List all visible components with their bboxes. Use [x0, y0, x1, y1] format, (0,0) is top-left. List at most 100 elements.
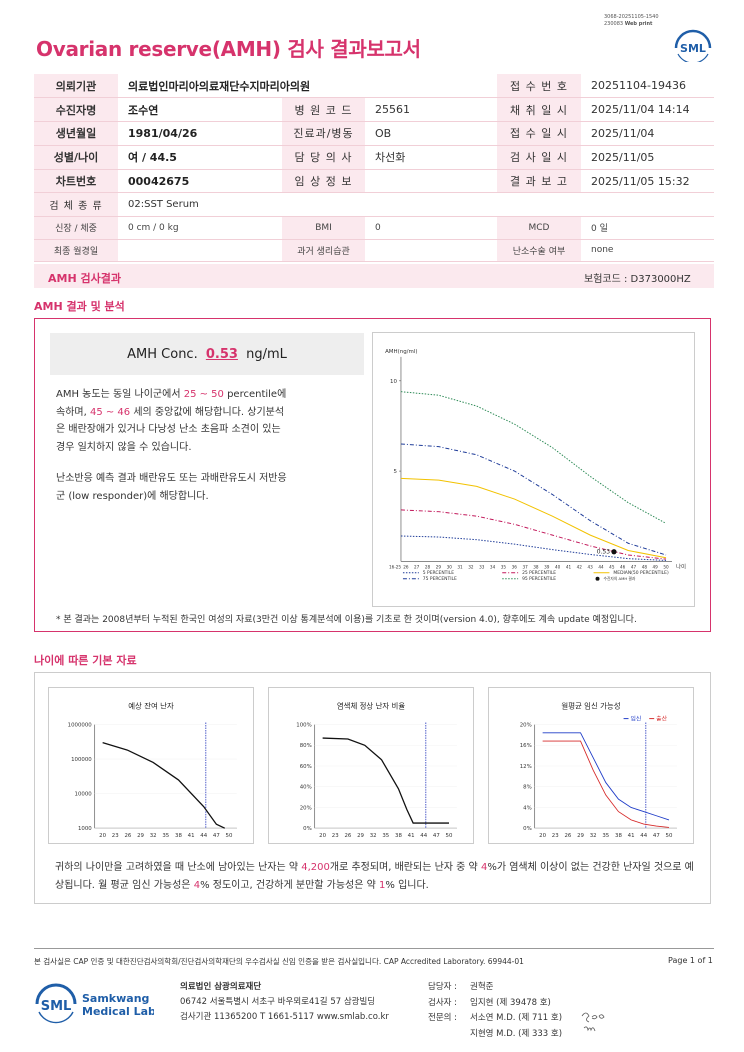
- mc3-ytick-label: 20%: [520, 723, 532, 729]
- chart1-xtick-label: 43: [587, 564, 593, 569]
- mc2-ytick-label: 60%: [300, 764, 312, 770]
- mc2-xtick-label: 38: [395, 833, 402, 839]
- mc3-ytick-label: 4%: [523, 805, 532, 811]
- chart1-xtick-label: 32: [468, 564, 474, 569]
- chart1-series-line: [400, 443, 667, 556]
- chart1-xtick-label: 16-25: [389, 564, 401, 569]
- mc1-ytick-label: 1000: [78, 826, 92, 832]
- chart1-xtick-label: 28: [425, 564, 431, 569]
- patient-extra-value: 0 cm / 0 kg: [118, 217, 282, 240]
- patient-extra-row: 최종 월경일 과거 생리습관 난소수술 여부 none: [34, 239, 714, 262]
- patient-row: 생년월일 1981/04/26 진료과/병동 OB 접 수 일 시 2025/11/04: [34, 121, 714, 146]
- chart1-xtick-label: 33: [479, 564, 485, 569]
- patient-value: 차선화: [365, 145, 497, 170]
- patient-label: 담 당 의 사: [282, 145, 365, 170]
- chart1-series-line: [400, 391, 667, 524]
- mc3-title: 월평균 임신 가능성: [561, 702, 620, 711]
- sml-logo-icon: SML: [674, 29, 712, 62]
- samkwang-logo-icon: SML Samkwang Medical Lab: [35, 983, 154, 1024]
- chart1-xtick-label: 46: [620, 564, 626, 569]
- patient-value: 2025/11/05: [581, 145, 714, 170]
- conc-box: [50, 333, 364, 375]
- specimen-value: 02:SST Serum: [118, 192, 714, 218]
- staff-row: 지현영 M.D. (제 333 호): [428, 1027, 562, 1043]
- staff-role: 담당자 :: [428, 982, 458, 992]
- chart1-legend-point: [595, 576, 600, 581]
- mc3-xtick-label: 32: [590, 833, 597, 839]
- patient-extra-label: 난소수술 여부: [497, 239, 581, 262]
- patient-extra-value: 0: [365, 217, 497, 240]
- analysis-footnote: * 본 결과는 2008년부터 누적된 한국인 여성의 자료(3만건 이상 통계…: [56, 615, 637, 625]
- section-title-analysis: AMH 결과 및 분석: [34, 300, 125, 313]
- conc-label: AMH Conc.: [127, 347, 198, 362]
- summary-eggs: 4,200: [301, 862, 330, 873]
- mc2-xtick-label: 44: [420, 833, 427, 839]
- patient-extra-value: [365, 239, 497, 262]
- patient-label: 병 원 코 드: [282, 97, 365, 123]
- mc1-xtick-label: 23: [112, 833, 119, 839]
- mc1-xtick-label: 50: [226, 833, 233, 839]
- patient-label: 접 수 번 호: [497, 74, 581, 99]
- chart1-xtick-label: 45: [609, 564, 615, 569]
- chart1-xlabel: 나이: [676, 562, 686, 570]
- patient-extra-label: 과거 생리습관: [282, 239, 365, 262]
- summary-pregnancy: 4: [193, 879, 201, 891]
- chart1-ytick-label: 5: [394, 469, 397, 475]
- patient-value: 여 / 44.5: [118, 145, 282, 170]
- chart1-xtick-label: 27: [414, 564, 420, 569]
- chart1-xtick-label: 49: [653, 564, 659, 569]
- summary-birth: 1: [379, 879, 386, 891]
- org-name: 의료법인 삼광의료재단: [180, 982, 262, 992]
- chart1-xtick-label: 41: [566, 564, 572, 569]
- chart1-xtick-label: 35: [501, 564, 507, 569]
- patient-label: 채 취 일 시: [497, 97, 581, 123]
- patient-label: 결 과 보 고: [497, 169, 581, 194]
- org-contact: 검사기관 11365200 T 1661-5117 www.smlab.co.k…: [180, 1012, 389, 1022]
- mc3-xtick-label: 35: [602, 833, 609, 839]
- staff-row: 검사자 : 임지현 (제 39478 호): [428, 996, 562, 1012]
- summary-c: 개로 추정되며, 배란되는 난자 중 약: [329, 862, 481, 873]
- chart1-legend-label: 25 PERCENTILE: [522, 570, 556, 576]
- patient-extra-label: 신장 / 체중: [34, 217, 118, 240]
- chart1-xtick-label: 47: [631, 564, 637, 569]
- patient-row: 성별/나이 여 / 44.5 담 당 의 사 차선화 검 사 일 시 2025/11/05: [34, 145, 714, 170]
- document-code-line1: 3068-20251105-1540: [604, 14, 659, 20]
- patient-extra-label: 최종 월경일: [34, 239, 118, 262]
- mc2-xtick-label: 35: [382, 833, 389, 839]
- remaining-eggs-chart: 예상 잔여 난자 1000000 100000 10000 1000 20 23 26 29 32…: [48, 687, 254, 844]
- mc2-curve: [322, 737, 449, 824]
- chart1-xtick-label: 39: [544, 564, 550, 569]
- chart1-series-line: [400, 509, 667, 560]
- patient-extra-table: 신장 / 체중 0 cm / 0 kg BMI 0 MCD 0 일 최종 월경일 과거 생리습…: [34, 217, 714, 262]
- web-print-label: Web print: [624, 21, 653, 27]
- age-range: 45 ~ 46: [89, 406, 131, 418]
- staff-name: 지현영 M.D. (제 333 호): [470, 1028, 563, 1039]
- summary-i: % 입니다.: [385, 879, 429, 891]
- mc2-ytick-label: 80%: [300, 743, 312, 749]
- mc2-ytick-label: 100%: [296, 723, 311, 729]
- mc2-title: 염색체 정상 난자 비율: [337, 702, 405, 711]
- chart1-legend-label: MEDIAN(50 PERCENTILE): [613, 570, 669, 576]
- patient-label: 의뢰기관: [34, 74, 118, 99]
- result-band: [34, 264, 714, 288]
- patient-row: 의뢰기관 의료법인마리아의료재단수지마리아의원 접 수 번 호 20251104-19…: [34, 74, 714, 99]
- patient-info-table: 의뢰기관 의료법인마리아의료재단수지마리아의원 접 수 번 호 20251104-19…: [34, 74, 714, 218]
- mc1-xtick-label: 41: [188, 833, 195, 839]
- percentile-range: 25 ~ 50: [183, 389, 224, 400]
- staff-role: 검사자 :: [428, 997, 458, 1008]
- mc3-xtick-label: 23: [552, 833, 559, 839]
- summary-a: 귀하의 나이만을 고려하였을 때 난소에 남아있는 난자는 약: [55, 862, 302, 873]
- mc3-xtick-label: 20: [539, 833, 546, 839]
- patient-row: 수진자명 조수연 병 원 코 드 25561 채 취 일 시 2025/11/04 14:…: [34, 97, 714, 123]
- mc2-xtick-label: 20: [319, 833, 326, 839]
- mc1-xtick-label: 20: [99, 833, 106, 839]
- result-band-title: AMH 검사결과: [48, 272, 121, 285]
- patient-value: 00042675: [118, 169, 282, 194]
- mc2-xtick-label: 41: [408, 833, 415, 839]
- analysis-text-e: 세의 중앙값에 해당합니다. 상기분석은 배란장애가 있거나 다낭성 난소 초음…: [56, 406, 285, 453]
- samkwang-logo-sml: SML: [41, 999, 72, 1014]
- mc3-ytick-label: 0%: [523, 826, 532, 832]
- mc2-ytick-label: 0%: [303, 826, 312, 832]
- mc3-ytick-label: 8%: [523, 785, 532, 791]
- patient-value: 2025/11/04 14:14: [581, 97, 714, 123]
